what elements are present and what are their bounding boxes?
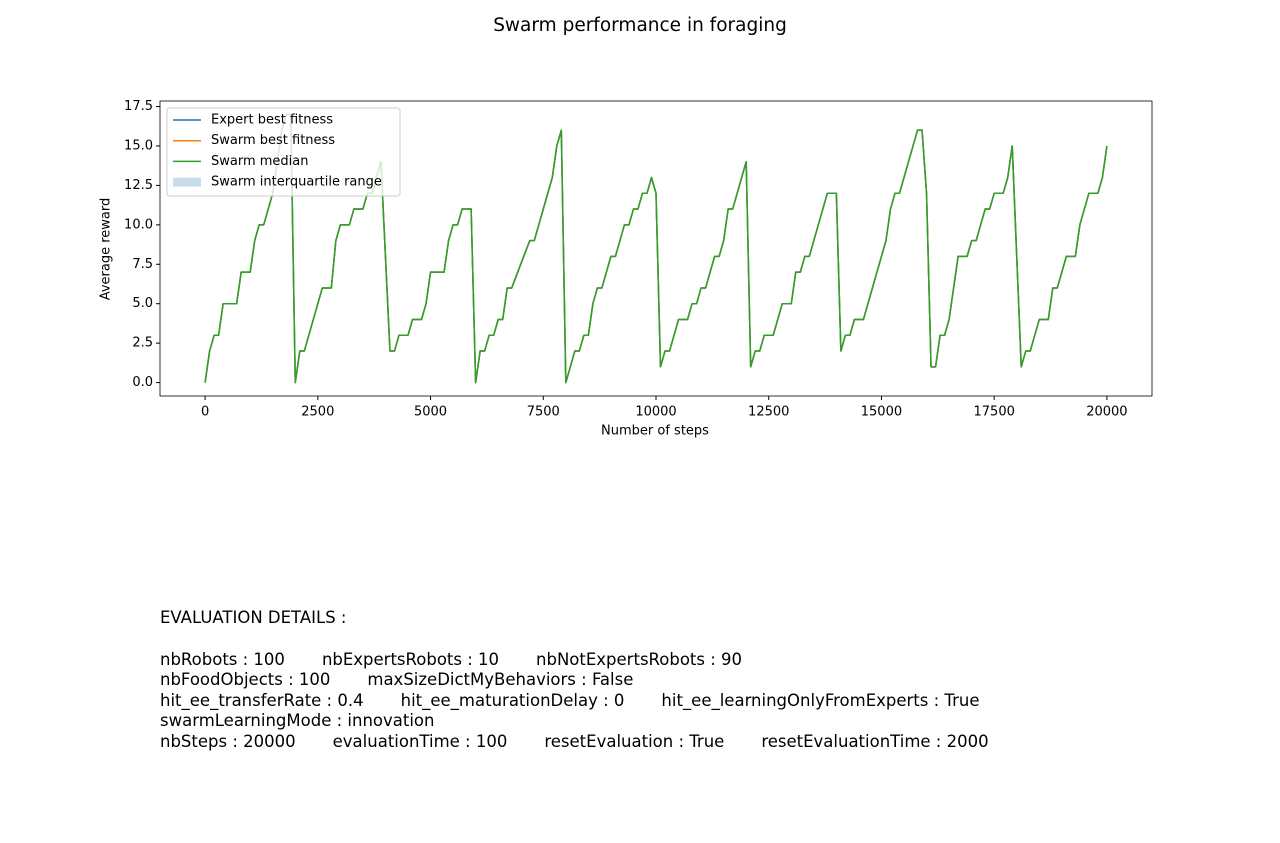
x-tick-label: 12500 bbox=[748, 405, 789, 420]
details-item: hit_ee_maturationDelay : 0 bbox=[400, 690, 625, 710]
x-tick-label: 15000 bbox=[861, 405, 902, 420]
details-line: swarmLearningMode : innovation bbox=[160, 711, 1026, 732]
y-tick-label: 12.5 bbox=[124, 178, 153, 193]
legend-label: Swarm best fitness bbox=[211, 133, 335, 148]
details-item: hit_ee_learningOnlyFromExperts : True bbox=[661, 690, 980, 710]
y-axis-label: Average reward bbox=[99, 198, 114, 301]
y-tick-label: 2.5 bbox=[132, 336, 153, 351]
y-tick-label: 15.0 bbox=[124, 138, 153, 153]
chart-title: Swarm performance in foraging bbox=[493, 15, 787, 36]
details-item: resetEvaluation : True bbox=[544, 731, 725, 751]
legend-label: Expert best fitness bbox=[211, 113, 333, 128]
details-line: nbRobots : 100 nbExpertsRobots : 10 nbNotE… bbox=[160, 650, 1026, 671]
x-tick-label: 0 bbox=[201, 405, 209, 420]
legend-box bbox=[166, 107, 401, 197]
x-axis-label: Number of steps bbox=[601, 424, 709, 439]
plot-frame bbox=[159, 100, 1153, 397]
series-line bbox=[204, 113, 1108, 384]
y-tick-label: 10.0 bbox=[124, 217, 153, 232]
details-item: nbFoodObjects : 100 bbox=[160, 670, 331, 690]
details-title: EVALUATION DETAILS : bbox=[160, 608, 347, 627]
x-tick-label: 20000 bbox=[1086, 405, 1127, 420]
details-item: swarmLearningMode : innovation bbox=[160, 711, 435, 731]
legend-label: Swarm interquartile range bbox=[211, 175, 382, 190]
details-item: nbExpertsRobots : 10 bbox=[321, 649, 500, 669]
details-item: maxSizeDictMyBehaviors : False bbox=[367, 670, 634, 690]
y-tick-label: 17.5 bbox=[124, 99, 153, 114]
details-line: nbSteps : 20000 evaluationTime : 100 reset… bbox=[160, 732, 1026, 753]
details-line: nbFoodObjects : 100 maxSizeDictMyBehavior… bbox=[160, 670, 1026, 691]
details-item: evaluationTime : 100 bbox=[332, 731, 508, 751]
x-tick-label: 7500 bbox=[527, 405, 560, 420]
details-item: nbNotExpertsRobots : 90 bbox=[536, 649, 743, 669]
x-tick-label: 10000 bbox=[635, 405, 676, 420]
y-tick-label: 7.5 bbox=[132, 257, 153, 272]
details-item: nbRobots : 100 bbox=[160, 649, 285, 669]
details-item: nbSteps : 20000 bbox=[160, 731, 296, 751]
y-tick-label: 0.0 bbox=[132, 375, 153, 390]
y-tick-label: 5.0 bbox=[132, 296, 153, 311]
details-item: resetEvaluationTime : 2000 bbox=[761, 731, 989, 751]
x-tick-label: 17500 bbox=[974, 405, 1015, 420]
x-tick-label: 2500 bbox=[301, 405, 334, 420]
legend-label: Swarm median bbox=[211, 154, 309, 169]
evaluation-details: EVALUATION DETAILS : nbRobots : 100 nbExpe… bbox=[160, 608, 1026, 753]
details-item: hit_ee_transferRate : 0.4 bbox=[160, 690, 364, 710]
x-tick-label: 5000 bbox=[414, 405, 447, 420]
chart: Swarm performance in foraging Number of … bbox=[99, 15, 1153, 439]
details-line: hit_ee_transferRate : 0.4 hit_ee_maturati… bbox=[160, 691, 1026, 712]
legend-patch bbox=[173, 177, 201, 187]
